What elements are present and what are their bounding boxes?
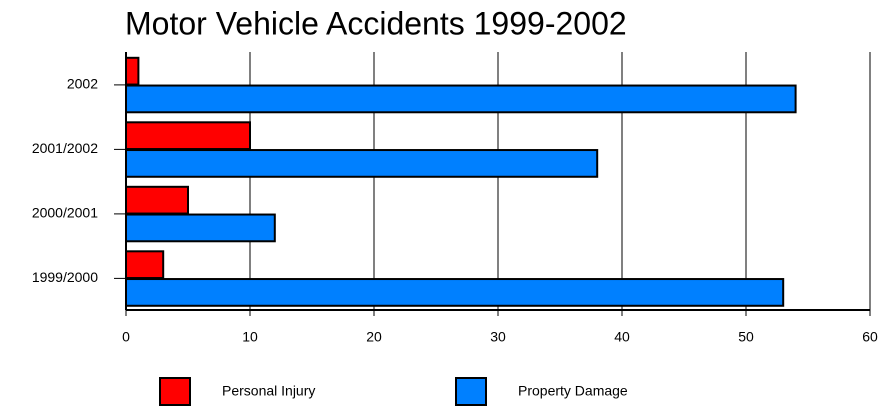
y-tick-label: 2002 (67, 76, 98, 92)
bar (125, 56, 140, 86)
bar (125, 213, 276, 243)
legend-swatch (455, 377, 487, 406)
chart-title: Motor Vehicle Accidents 1999-2002 (125, 5, 627, 41)
legend-label: Property Damage (518, 383, 628, 399)
legend-swatch (159, 377, 191, 406)
bar (125, 278, 785, 307)
x-tick-label: 0 (122, 329, 130, 345)
bar (125, 121, 251, 151)
bar (125, 250, 165, 280)
x-tick-label: 40 (614, 329, 630, 345)
bar (125, 84, 797, 114)
bar (125, 185, 189, 215)
x-tick-label: 60 (862, 329, 878, 345)
y-tick-label: 2000/2001 (32, 205, 98, 221)
x-tick-label: 10 (242, 329, 258, 345)
legend-label: Personal Injury (222, 383, 315, 399)
x-tick-label: 20 (366, 329, 382, 345)
bar (125, 149, 599, 178)
y-tick-label: 1999/2000 (32, 269, 98, 285)
x-tick-label: 30 (490, 329, 506, 345)
y-tick-label: 2001/2002 (32, 140, 98, 156)
x-tick-label: 50 (738, 329, 754, 345)
